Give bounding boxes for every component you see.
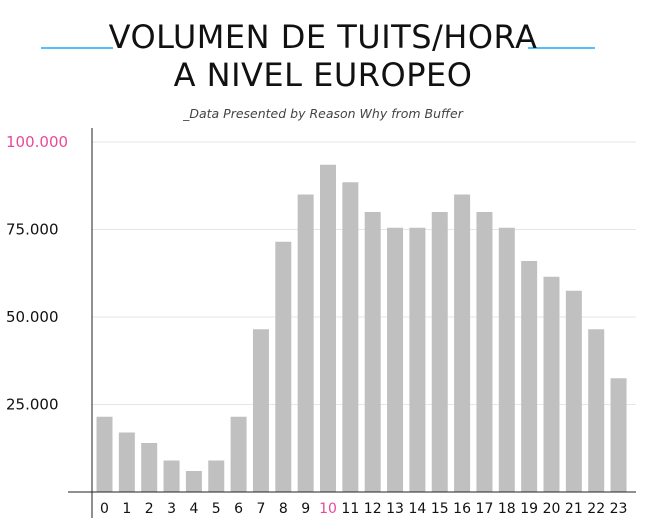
- bar-hour-21: [565, 290, 582, 492]
- y-tick-label: 50.000: [6, 308, 59, 326]
- x-tick-label: 2: [145, 501, 154, 517]
- title-decoration-left: [41, 47, 113, 49]
- bar-hour-5: [208, 460, 225, 492]
- x-tick-label: 1: [122, 501, 131, 517]
- bar-hour-10: [320, 164, 336, 492]
- bar-hour-7: [252, 329, 269, 492]
- x-tick-label: 16: [453, 501, 471, 517]
- chart-subtitle: _Data Presented by Reason Why from Buffe…: [183, 106, 463, 121]
- x-tick-label: 11: [341, 501, 359, 517]
- bar-hour-9: [297, 194, 314, 492]
- x-tick-label: 3: [167, 501, 176, 517]
- bar-hour-12: [364, 212, 381, 492]
- bar-hour-11: [342, 182, 359, 492]
- x-tick-label: 23: [610, 501, 628, 517]
- x-tick-label: 22: [587, 501, 605, 517]
- chart-title-line-1: VOLUMEN DE TUITS/HORA: [108, 18, 538, 56]
- x-tick-label: 9: [301, 501, 310, 517]
- chart-title-line-2: A NIVEL EUROPEO: [173, 56, 473, 94]
- y-tick-labels: 25.000 50.000 75.000 100.000: [6, 133, 68, 414]
- x-tick-label: 12: [364, 501, 382, 517]
- x-tick-label: 17: [476, 501, 494, 517]
- bar-hour-1: [118, 432, 135, 492]
- title-decoration-right: [528, 47, 595, 49]
- bar-hour-20: [543, 276, 560, 492]
- bar-hour-8: [275, 241, 292, 492]
- x-tick-label: 5: [212, 501, 221, 517]
- x-tick-label: 15: [431, 501, 449, 517]
- bars: [96, 164, 627, 492]
- x-tick-label: 18: [498, 501, 516, 517]
- axes: [68, 128, 636, 518]
- bar-hour-22: [588, 329, 605, 492]
- bar-hour-2: [141, 443, 158, 492]
- x-tick-label: 8: [279, 501, 288, 517]
- x-tick-label: 13: [386, 501, 404, 517]
- x-tick-label: 0: [100, 501, 109, 517]
- y-tick-label: 75.000: [6, 221, 59, 239]
- bar-hour-3: [163, 460, 180, 492]
- x-tick-label: 21: [565, 501, 583, 517]
- x-tick-label: 7: [256, 501, 265, 517]
- bar-hour-16: [454, 194, 471, 492]
- bar-hour-17: [476, 212, 493, 492]
- x-tick-label: 19: [520, 501, 538, 517]
- bar-hour-15: [431, 212, 448, 492]
- y-tick-label: 25.000: [6, 396, 59, 414]
- bar-hour-4: [185, 471, 202, 492]
- bar-hour-18: [498, 227, 515, 492]
- x-tick-label: 20: [543, 501, 561, 517]
- x-tick-label: 4: [189, 501, 198, 517]
- bar-hour-23: [610, 378, 627, 492]
- x-tick-label: 14: [408, 501, 426, 517]
- bar-hour-6: [230, 416, 247, 492]
- x-tick-labels: 0 1 2 3 4 5 6 7 8 9 10 11 12 13 14 15 16 17 18 19 20 21 22 23: [100, 501, 627, 517]
- x-tick-label: 10: [319, 501, 337, 517]
- bar-hour-19: [521, 261, 538, 492]
- x-tick-label: 6: [234, 501, 243, 517]
- bar-hour-14: [409, 227, 426, 492]
- bar-hour-13: [387, 227, 404, 492]
- y-tick-label: 100.000: [6, 133, 68, 151]
- bar-hour-0: [96, 416, 113, 492]
